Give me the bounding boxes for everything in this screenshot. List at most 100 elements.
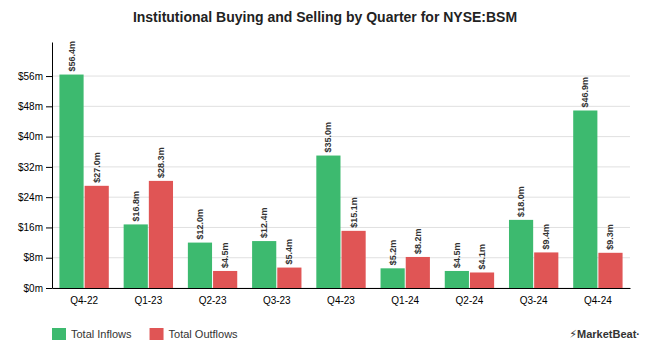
bar: [445, 271, 469, 288]
chart: $0m $8m $16m $24m $32m $40m $48m $56m Q4-22 Q1-23…: [0, 0, 650, 350]
tick-label: Q4-24: [584, 295, 612, 306]
tick-mark: [46, 227, 52, 228]
bar: [470, 272, 494, 288]
bar: [85, 186, 109, 288]
tick: $32m: [18, 162, 52, 173]
tick: $8m: [24, 252, 52, 263]
tick-mark: [46, 76, 52, 77]
tick: Q1-24: [391, 295, 419, 306]
tick-label: Q1-24: [391, 295, 419, 306]
tick-label: $24m: [18, 192, 43, 203]
title: Institutional Buying and Selling by Quar…: [133, 9, 517, 25]
bar: [406, 257, 430, 288]
tick: Q1-23: [134, 295, 162, 306]
tick: $24m: [18, 192, 52, 203]
bar: [573, 111, 597, 288]
tick-mark: [46, 167, 52, 168]
bar: [509, 220, 533, 288]
legend-swatch: [150, 328, 164, 340]
tick-label: $16m: [18, 222, 43, 233]
tick: $40m: [18, 131, 52, 142]
bar: [381, 268, 405, 288]
bar: [124, 224, 148, 288]
y-axis: $0m $8m $16m $24m $32m $40m $48m $56m: [18, 43, 53, 294]
bar: [277, 268, 301, 288]
data-label: $9.4m: [541, 224, 551, 250]
tick-mark: [46, 197, 52, 198]
plot: $0m $8m $16m $24m $32m $40m $48m $56m Q4-22 Q1-23…: [18, 41, 631, 306]
tick-label: Q3-23: [263, 295, 291, 306]
tick: Q3-24: [520, 295, 548, 306]
tick-label: $40m: [18, 131, 43, 142]
series: [85, 181, 623, 288]
tick-label: Q4-22: [70, 295, 98, 306]
legend-swatch: [52, 328, 66, 340]
legend-item: Total Inflows: [52, 328, 132, 340]
bar: [252, 241, 276, 288]
data-label: $4.5m: [452, 242, 462, 268]
bar: [598, 253, 622, 288]
tick: $16m: [18, 222, 52, 233]
bar: [316, 156, 340, 288]
tick-label: $8m: [24, 252, 43, 263]
data-label: $12.0m: [195, 209, 205, 240]
tick-label: $0m: [24, 283, 43, 294]
bar: [149, 181, 173, 288]
tick-mark: [46, 106, 52, 107]
tick-label: $48m: [18, 101, 43, 112]
tick-label: Q1-23: [134, 295, 162, 306]
tick: $0m: [24, 283, 52, 294]
grid-line: [52, 136, 630, 137]
legend-label: Total Inflows: [71, 328, 132, 340]
grid: [52, 76, 630, 288]
tick-mark: [46, 258, 52, 259]
bar: [59, 75, 83, 288]
data-label: $12.4m: [259, 208, 269, 239]
data-label: $46.9m: [580, 77, 590, 108]
tick-label: $32m: [18, 162, 43, 173]
data-label: $4.5m: [220, 242, 230, 268]
grid-line: [52, 166, 630, 167]
tick: Q4-22: [70, 295, 98, 306]
data-label: $16.8m: [131, 191, 141, 222]
tick: $48m: [18, 101, 52, 112]
series: [59, 75, 597, 288]
data-label: $56.4m: [67, 41, 77, 72]
tick: Q2-23: [199, 295, 227, 306]
annotation: ⚡MarketBeat·: [569, 328, 640, 340]
axis-line: [52, 43, 53, 289]
data-label: $8.2m: [413, 228, 423, 254]
x-axis: Q4-22 Q1-23 Q2-23 Q3-23 Q4-23 Q1-24 Q2-24 Q3-24…: [53, 289, 631, 307]
legend-label: Total Outflows: [169, 328, 239, 340]
data-label: $9.3m: [605, 224, 615, 250]
legend: Total Inflows Total Outflows: [52, 328, 238, 340]
data-label: $4.1m: [477, 244, 487, 270]
data-label: $35.0m: [323, 122, 333, 153]
data-label: $5.4m: [284, 239, 294, 265]
data-label: $5.2m: [388, 240, 398, 266]
tick-label: Q2-23: [199, 295, 227, 306]
data-label: $28.3m: [156, 147, 166, 178]
data-label: $27.0m: [92, 152, 102, 183]
grid-line: [52, 76, 630, 77]
tick: Q2-24: [456, 295, 484, 306]
tick-label: Q4-23: [327, 295, 355, 306]
tick-label: Q3-24: [520, 295, 548, 306]
data-label: $18.0m: [516, 186, 526, 217]
data-labels: $56.4m $16.8m $12.0m $12.4m $35.0m $5.2m $4.5m…: [67, 41, 616, 269]
tick: Q3-23: [263, 295, 291, 306]
bars: [59, 75, 622, 288]
legend-item: Total Outflows: [150, 328, 239, 340]
tick-mark: [46, 288, 52, 289]
bar: [188, 243, 212, 288]
data-label: $15.1m: [349, 197, 359, 228]
tick: $56m: [18, 71, 52, 82]
tick-label: Q2-24: [456, 295, 484, 306]
tick-label: $56m: [18, 71, 43, 82]
bar: [213, 271, 237, 288]
grid-line: [52, 106, 630, 107]
tick: Q4-24: [584, 295, 612, 306]
axis-line: [53, 288, 631, 289]
bar: [534, 252, 558, 288]
bar: [342, 231, 366, 288]
